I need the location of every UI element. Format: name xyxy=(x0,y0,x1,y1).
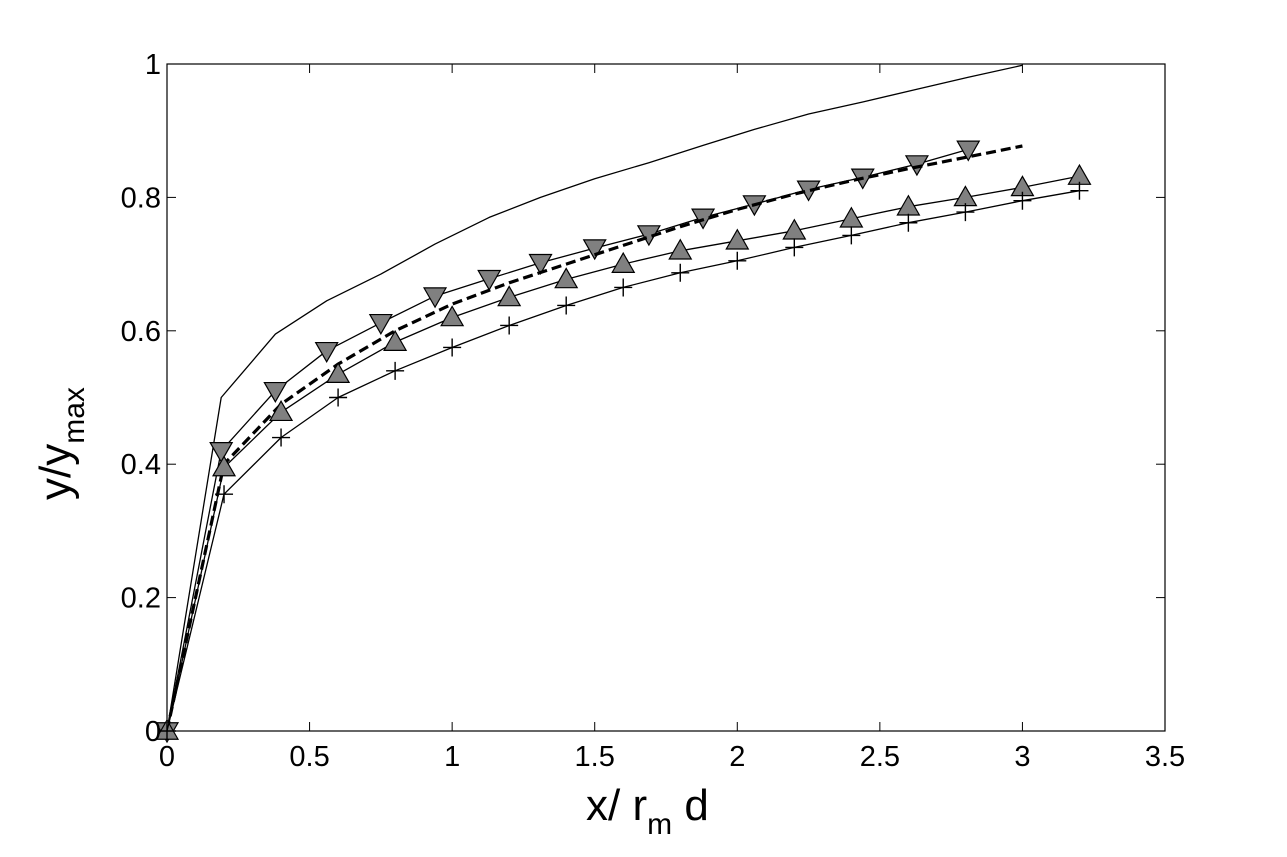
x-tick-label: 3 xyxy=(1014,741,1030,773)
data-point-triangle-up xyxy=(440,305,465,327)
y-tick-label: 0.4 xyxy=(121,449,161,481)
series-3 xyxy=(165,144,1023,732)
data-point-plus xyxy=(899,213,918,232)
data-point-plus xyxy=(386,361,405,380)
series-line xyxy=(166,64,1023,732)
y-axis-label-main: y/y xyxy=(31,444,80,500)
y-tick-label: 0 xyxy=(145,716,161,748)
series-line xyxy=(165,144,1023,732)
x-tick-label: 0.5 xyxy=(289,741,329,773)
data-point-triangle-up xyxy=(497,285,522,307)
data-point-triangle-up xyxy=(725,228,750,250)
data-point-triangle-up xyxy=(668,238,693,260)
data-point-plus xyxy=(671,263,690,282)
plot-area xyxy=(166,63,1166,732)
series-5 xyxy=(158,181,1089,740)
x-tick-label: 2.5 xyxy=(860,741,900,773)
series-line xyxy=(166,148,969,732)
x-axis-label: x/ rm d xyxy=(586,781,709,841)
x-axis-label-suffix: d xyxy=(672,781,709,830)
y-tick-label: 0.2 xyxy=(121,583,161,615)
data-point-plus xyxy=(215,485,234,504)
x-tick-label: 1.5 xyxy=(575,741,615,773)
axis-ticks: 0 0.5 1 1.5 2 2.5 3 3.5 0 0.2 0.4 0.6 0.8 1 xyxy=(121,49,1185,773)
data-point-triangle-down xyxy=(368,313,393,336)
y-tick-label: 0.8 xyxy=(121,182,161,214)
data-point-plus xyxy=(842,226,861,245)
y-tick-label: 1 xyxy=(145,49,161,81)
data-point-plus xyxy=(1070,181,1089,200)
data-point-plus xyxy=(1013,191,1032,210)
data-point-triangle-down xyxy=(477,269,502,291)
data-point-triangle-up xyxy=(611,251,636,273)
x-tick-label: 3.5 xyxy=(1145,741,1185,773)
data-point-plus xyxy=(329,388,348,407)
data-point-triangle-down xyxy=(582,239,607,261)
series-4 xyxy=(154,163,1092,740)
data-point-plus xyxy=(500,316,519,335)
data-point-triangle-up xyxy=(554,267,579,289)
x-axis-label-main: x/ r xyxy=(586,781,647,830)
data-point-plus xyxy=(785,238,804,257)
series-2 xyxy=(154,140,981,744)
series-1 xyxy=(166,64,1023,732)
y-tick-label: 0.6 xyxy=(121,316,161,348)
y-axis-label-subscript: max xyxy=(58,387,91,444)
x-tick-label: 2 xyxy=(729,741,745,773)
data-point-plus xyxy=(614,278,633,297)
data-point-plus xyxy=(443,338,462,357)
y-axis-label: y/ymax xyxy=(31,387,91,500)
data-point-triangle-down xyxy=(528,253,553,275)
plot-frame xyxy=(166,63,1166,732)
series-layer xyxy=(154,64,1092,744)
data-point-triangle-down xyxy=(209,442,234,464)
x-axis-label-subscript: m xyxy=(647,808,672,841)
data-point-plus xyxy=(557,296,576,315)
data-point-triangle-up xyxy=(211,455,237,477)
data-point-triangle-down xyxy=(314,341,339,364)
data-point-plus xyxy=(728,251,747,270)
data-point-triangle-down xyxy=(956,140,981,162)
data-point-plus xyxy=(956,203,975,222)
data-point-triangle-up xyxy=(326,361,351,384)
x-tick-label: 0 xyxy=(159,741,175,773)
data-point-triangle-up xyxy=(383,329,408,351)
x-tick-label: 1 xyxy=(444,741,460,773)
data-point-triangle-down xyxy=(263,381,288,404)
data-point-triangle-down xyxy=(423,287,448,309)
data-point-triangle-up xyxy=(269,399,294,422)
data-point-plus xyxy=(272,428,291,447)
